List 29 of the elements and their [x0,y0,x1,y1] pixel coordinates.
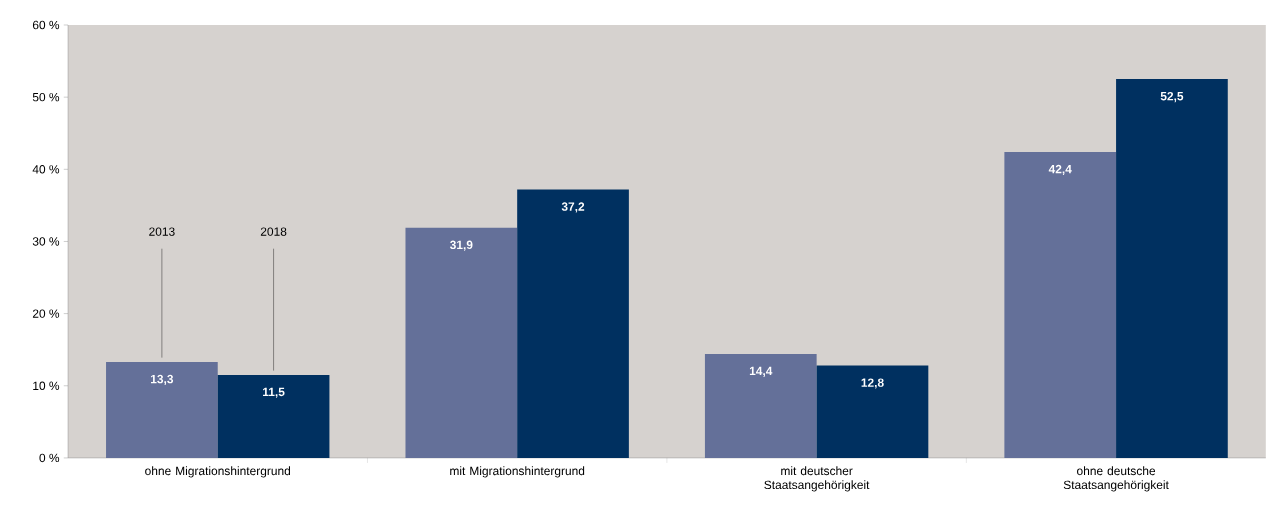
data-label: 52,5 [1160,91,1184,103]
bar [517,189,629,458]
data-label: 13,3 [151,374,174,386]
x-tick-label: mit Migrationshintergrund [450,466,585,478]
y-tick-label: 60 % [32,20,60,30]
data-label: 11,5 [263,387,285,398]
x-tick-label: ohne deutsche Staatsangehörigkeit [1063,466,1169,492]
y-tick-label: 20 % [32,309,60,318]
x-tick-label: mit deutscher Staatsangehörigkeit [764,466,870,492]
text: 2013 [149,227,175,236]
bar [1004,152,1117,458]
bar [1116,79,1228,458]
y-tick-label: 0 % [39,453,60,463]
y-tick-label: 40 % [32,165,60,174]
data-label: 42,4 [1048,164,1072,176]
x-tick-label: ohne Migrationshintergrund [145,466,291,478]
bar [106,362,218,458]
data-label: 14,4 [749,366,773,377]
data-label: 12,8 [861,378,884,389]
bar [405,227,518,458]
bar [816,365,929,458]
data-label: 31,9 [449,240,473,251]
y-tick-label: 50 % [32,92,60,102]
bar [217,374,330,458]
data-label: 37,2 [561,202,585,213]
text: 2018 [260,227,287,236]
y-tick-label: 30 % [32,237,60,246]
bar [704,354,817,458]
y-tick-label: 10 % [33,381,60,391]
